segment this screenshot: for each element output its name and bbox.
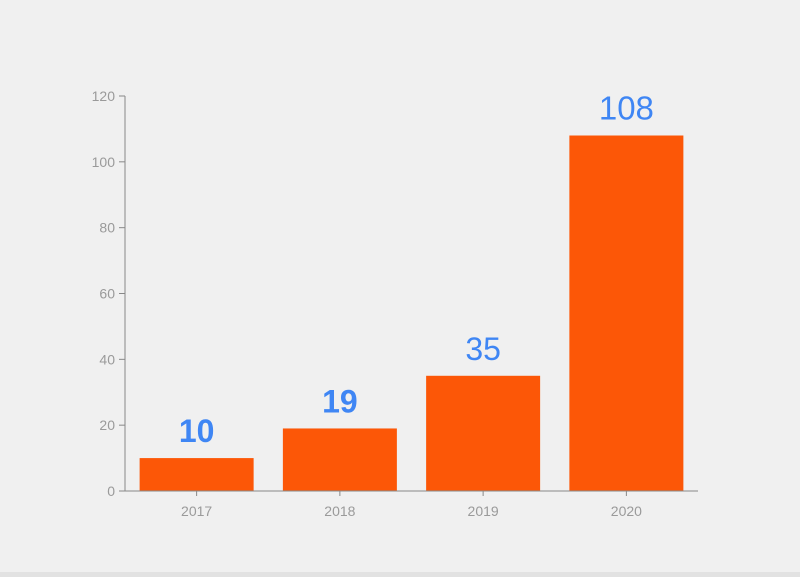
data-labels-group: 10 19 35 108 — [179, 90, 654, 450]
bar-2019 — [426, 375, 541, 491]
y-tick-label: 0 — [107, 483, 115, 499]
bar-2017 — [139, 458, 254, 491]
y-tick-label: 40 — [99, 351, 115, 367]
y-tick-label: 20 — [99, 417, 115, 433]
bar-2020 — [569, 135, 684, 491]
y-tick-label: 80 — [99, 220, 115, 236]
y-axis-ticks: 0 20 40 60 80 100 120 — [92, 88, 125, 499]
data-label-2018: 19 — [322, 383, 358, 419]
bars-group — [139, 135, 684, 491]
x-axis-ticks: 2017 2018 2019 2020 — [181, 491, 642, 519]
data-label-2020: 108 — [599, 90, 654, 127]
data-label-2019: 35 — [465, 331, 501, 367]
bar-2018 — [282, 428, 397, 491]
y-tick-label: 120 — [92, 88, 116, 104]
y-tick-label: 60 — [99, 286, 115, 302]
x-tick-label: 2020 — [611, 503, 642, 519]
bottom-strip — [0, 572, 800, 577]
x-tick-label: 2017 — [181, 503, 212, 519]
data-label-2017: 10 — [179, 413, 215, 449]
x-tick-label: 2019 — [468, 503, 499, 519]
x-tick-label: 2018 — [324, 503, 355, 519]
y-tick-label: 100 — [92, 154, 116, 170]
